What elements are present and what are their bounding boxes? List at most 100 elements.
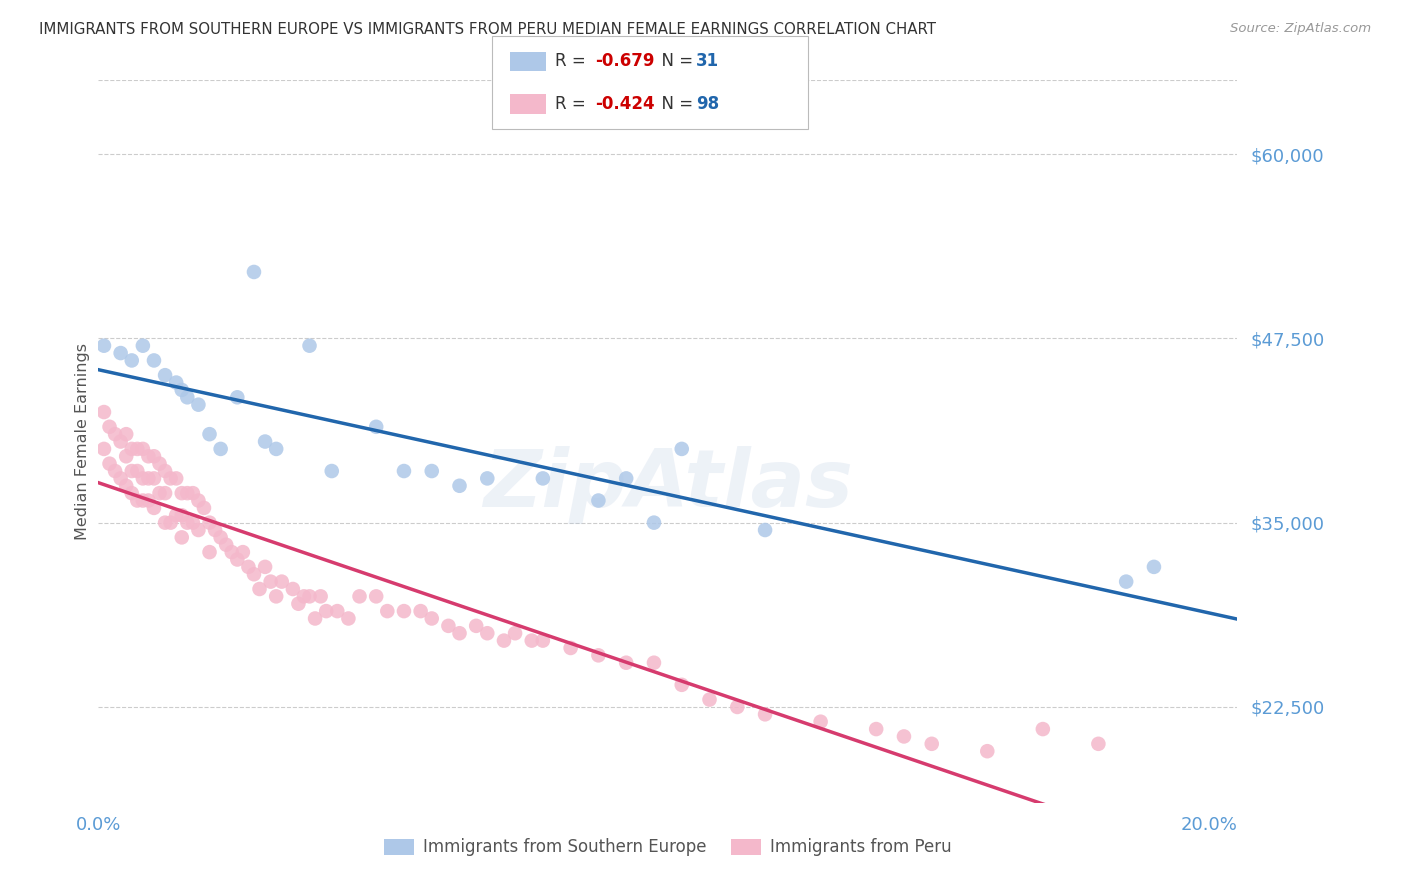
Point xyxy=(176,390,198,404)
Point xyxy=(93,442,115,456)
Point xyxy=(170,486,193,500)
Point xyxy=(159,471,181,485)
Point xyxy=(315,604,337,618)
Point xyxy=(153,516,176,530)
Point xyxy=(138,493,160,508)
Point xyxy=(232,545,254,559)
Point xyxy=(699,692,721,706)
Point xyxy=(143,471,166,485)
Point xyxy=(560,640,582,655)
Point xyxy=(115,427,138,442)
Point xyxy=(176,516,198,530)
Point xyxy=(121,442,143,456)
Point xyxy=(215,538,238,552)
Point xyxy=(181,486,204,500)
Point xyxy=(170,530,193,544)
Point xyxy=(198,427,221,442)
Point xyxy=(270,574,292,589)
Point xyxy=(181,516,204,530)
Point xyxy=(392,604,415,618)
Text: Source: ZipAtlas.com: Source: ZipAtlas.com xyxy=(1230,22,1371,36)
Point xyxy=(153,486,176,500)
Point xyxy=(143,500,166,515)
Point xyxy=(226,552,249,566)
Text: R =: R = xyxy=(555,53,592,70)
Point xyxy=(187,493,209,508)
Point xyxy=(1115,574,1137,589)
Point xyxy=(249,582,271,596)
Point xyxy=(420,464,443,478)
Point xyxy=(1032,722,1054,736)
Point xyxy=(810,714,832,729)
Point xyxy=(121,353,143,368)
Point xyxy=(588,648,610,663)
Point xyxy=(104,427,127,442)
Text: R =: R = xyxy=(555,95,592,112)
Text: 31: 31 xyxy=(696,53,718,70)
Point xyxy=(110,346,132,360)
Point xyxy=(238,560,260,574)
Point xyxy=(132,493,155,508)
Point xyxy=(165,471,187,485)
Point xyxy=(520,633,543,648)
Point xyxy=(375,604,398,618)
Text: -0.679: -0.679 xyxy=(595,53,654,70)
Point xyxy=(349,590,371,604)
Point xyxy=(671,442,693,456)
Point xyxy=(643,516,665,530)
Point xyxy=(449,479,471,493)
Point xyxy=(754,523,776,537)
Text: ZipAtlas: ZipAtlas xyxy=(482,446,853,524)
Point xyxy=(309,590,332,604)
Point xyxy=(264,590,287,604)
Point xyxy=(127,493,149,508)
Point xyxy=(465,619,488,633)
Point xyxy=(243,265,266,279)
Point xyxy=(93,405,115,419)
Point xyxy=(614,471,637,485)
Point xyxy=(304,611,326,625)
Point xyxy=(187,523,209,537)
Point xyxy=(725,700,748,714)
Point xyxy=(254,434,277,449)
Point xyxy=(449,626,471,640)
Point xyxy=(165,376,187,390)
Point xyxy=(226,390,249,404)
Point xyxy=(366,590,388,604)
Point xyxy=(420,611,443,625)
Point xyxy=(193,500,215,515)
Text: N =: N = xyxy=(651,95,699,112)
Point xyxy=(93,339,115,353)
Point xyxy=(254,560,277,574)
Point xyxy=(115,450,138,464)
Point xyxy=(176,486,198,500)
Point xyxy=(221,545,243,559)
Point xyxy=(132,339,155,353)
Point xyxy=(148,486,170,500)
Point xyxy=(298,590,321,604)
Point xyxy=(104,464,127,478)
Point xyxy=(121,486,143,500)
Text: IMMIGRANTS FROM SOUTHERN EUROPE VS IMMIGRANTS FROM PERU MEDIAN FEMALE EARNINGS C: IMMIGRANTS FROM SOUTHERN EUROPE VS IMMIG… xyxy=(39,22,936,37)
Point xyxy=(209,442,232,456)
Point xyxy=(110,434,132,449)
Point xyxy=(165,508,187,523)
Point xyxy=(148,457,170,471)
Point xyxy=(138,471,160,485)
Point xyxy=(287,597,309,611)
Point xyxy=(121,464,143,478)
Point xyxy=(1143,560,1166,574)
Point xyxy=(281,582,304,596)
Point xyxy=(643,656,665,670)
Point xyxy=(153,368,176,383)
Point xyxy=(754,707,776,722)
Text: N =: N = xyxy=(651,53,699,70)
Point xyxy=(409,604,432,618)
Point xyxy=(298,339,321,353)
Point xyxy=(170,383,193,397)
Point xyxy=(98,419,121,434)
Point xyxy=(115,479,138,493)
Point xyxy=(321,464,343,478)
Point xyxy=(187,398,209,412)
Legend: Immigrants from Southern Europe, Immigrants from Peru: Immigrants from Southern Europe, Immigra… xyxy=(378,831,957,863)
